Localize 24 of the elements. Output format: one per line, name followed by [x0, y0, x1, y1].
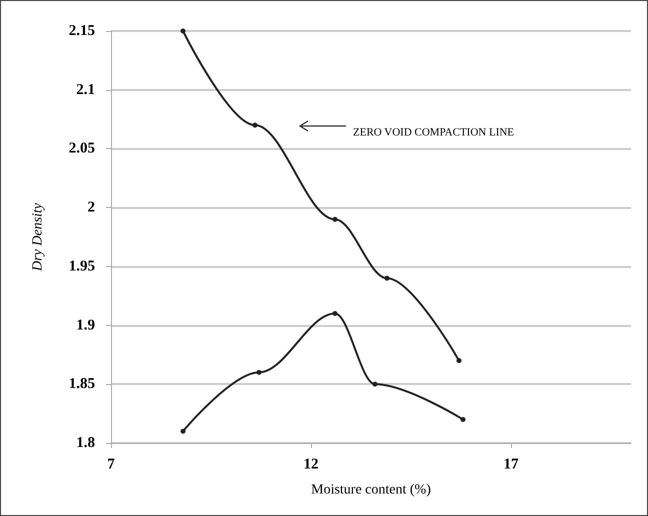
point: [332, 311, 338, 316]
y-axis-title: Dry Density: [30, 202, 46, 272]
x-tick-label: 7: [107, 456, 116, 472]
x-tick-label: 17: [504, 456, 519, 472]
y-tick-label: 2.05: [68, 140, 95, 157]
point: [256, 370, 262, 375]
y-tick-label: 1.8: [76, 435, 95, 451]
annotation: ZERO VOID COMPACTION LINE: [353, 126, 514, 138]
y-tick-label: 2.1: [76, 82, 95, 98]
x-tick-label: 12: [304, 456, 318, 472]
point: [180, 428, 186, 434]
point: [180, 28, 186, 34]
point: [252, 122, 258, 128]
y-tick-label: 2: [88, 200, 95, 216]
point: [384, 276, 390, 281]
point: [332, 216, 338, 222]
y-tick-label: 2.15: [68, 23, 95, 39]
y-tick-label: 1.85: [68, 376, 95, 392]
y-tick-label: 1.95: [68, 258, 95, 274]
point: [460, 416, 466, 422]
point: [456, 358, 462, 364]
x-axis-title: Moisture content (%): [311, 482, 432, 498]
y-tick-label: 1.9: [76, 317, 95, 334]
point: [372, 382, 378, 387]
